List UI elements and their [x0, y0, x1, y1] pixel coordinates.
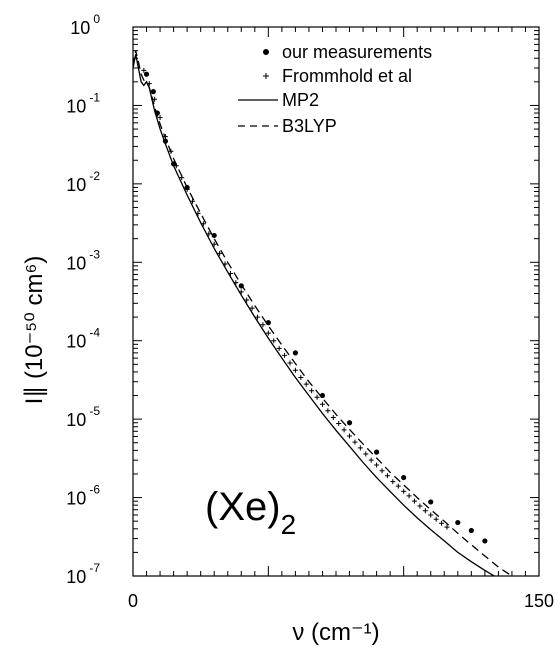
legend-marker-our-measurements: [263, 49, 269, 55]
point-our-measurements: [468, 527, 474, 534]
legend-label-b3lyp: B3LYP: [282, 116, 337, 136]
point-frommhold-et-al: [433, 516, 439, 522]
point-frommhold-et-al: [249, 305, 255, 311]
point-our-measurements: [292, 350, 298, 356]
legend-label-our-measurements: our measurements: [282, 42, 432, 62]
point-our-measurements: [150, 89, 156, 95]
point-frommhold-et-al: [287, 360, 293, 366]
point-our-measurements: [482, 538, 488, 544]
point-frommhold-et-al: [390, 479, 396, 485]
point-our-measurements: [265, 320, 271, 326]
axes: 10 0 10 -1 10 -2 10 -3 10 -4 10 -5 10 -6 10 -7 0 150: [66, 12, 554, 611]
point-frommhold-et-al: [325, 408, 331, 414]
point-our-measurements: [319, 392, 326, 399]
y-axis-label: I∥ (10⁻⁵⁰ cm⁶): [21, 256, 48, 405]
point-frommhold-et-al: [336, 420, 342, 426]
point-frommhold-et-al: [255, 314, 261, 320]
point-frommhold-et-al: [379, 468, 385, 474]
point-frommhold-et-al: [368, 457, 374, 463]
point-frommhold-et-al: [157, 115, 163, 121]
y-tick-label: 10 -4: [66, 326, 100, 352]
point-frommhold-et-al: [303, 381, 309, 387]
point-frommhold-et-al: [363, 451, 369, 457]
series-b3lyp: [133, 50, 513, 576]
point-frommhold-et-al: [395, 483, 401, 489]
point-our-measurements: [428, 499, 434, 505]
point-frommhold-et-al: [411, 498, 417, 504]
x-tick-label: 0: [128, 591, 138, 611]
point-our-measurements: [374, 449, 380, 455]
point-frommhold-et-al: [401, 488, 407, 494]
point-frommhold-et-al: [384, 473, 390, 479]
y-tick-label: 10 -6: [66, 483, 100, 509]
point-frommhold-et-al: [444, 524, 450, 530]
y-tick-label: 10 -1: [66, 90, 100, 116]
point-frommhold-et-al: [439, 520, 445, 526]
point-frommhold-et-al: [417, 503, 423, 509]
plot-frame: [132, 26, 540, 577]
plot-data: [133, 50, 513, 576]
point-our-measurements: [143, 71, 150, 77]
point-frommhold-et-al: [282, 352, 288, 358]
point-our-measurements: [455, 519, 461, 526]
chart-annotation: (Xe)2: [205, 485, 296, 540]
y-tick-label: 10 -7: [66, 561, 100, 587]
point-frommhold-et-al: [271, 338, 277, 344]
y-tick-label: 10 -3: [66, 247, 100, 273]
point-our-measurements: [401, 474, 407, 481]
legend-label-frommhold-et-al: Frommhold et al: [282, 66, 412, 86]
point-frommhold-et-al: [319, 401, 325, 407]
point-frommhold-et-al: [406, 493, 412, 499]
y-tick-label: 10 -5: [66, 404, 100, 430]
y-tick-label: 10 -2: [66, 169, 100, 195]
point-frommhold-et-al: [309, 388, 315, 394]
point-frommhold-et-al: [292, 367, 298, 373]
legend-marker-frommhold-et-al: [263, 73, 269, 79]
point-frommhold-et-al: [347, 433, 353, 439]
legend: our measurements Frommhold et al MP2 B3LYP: [238, 42, 432, 136]
legend-label-mp2: MP2: [282, 90, 319, 110]
point-our-measurements: [346, 420, 353, 426]
point-frommhold-et-al: [276, 345, 282, 351]
point-frommhold-et-al: [341, 427, 347, 433]
x-tick-label: 150: [524, 591, 554, 611]
x-axis-label: ν (cm⁻¹): [292, 619, 379, 646]
point-frommhold-et-al: [357, 445, 363, 451]
point-frommhold-et-al: [330, 414, 336, 420]
point-frommhold-et-al: [141, 67, 147, 73]
point-frommhold-et-al: [260, 322, 266, 328]
point-frommhold-et-al: [314, 394, 320, 400]
point-frommhold-et-al: [422, 508, 428, 514]
point-frommhold-et-al: [374, 462, 380, 468]
point-frommhold-et-al: [217, 250, 223, 256]
point-frommhold-et-al: [298, 374, 304, 380]
point-frommhold-et-al: [428, 512, 434, 518]
y-tick-label: 10 0: [70, 12, 100, 38]
point-frommhold-et-al: [265, 330, 271, 336]
point-our-measurements: [211, 232, 217, 239]
point-frommhold-et-al: [352, 439, 358, 445]
